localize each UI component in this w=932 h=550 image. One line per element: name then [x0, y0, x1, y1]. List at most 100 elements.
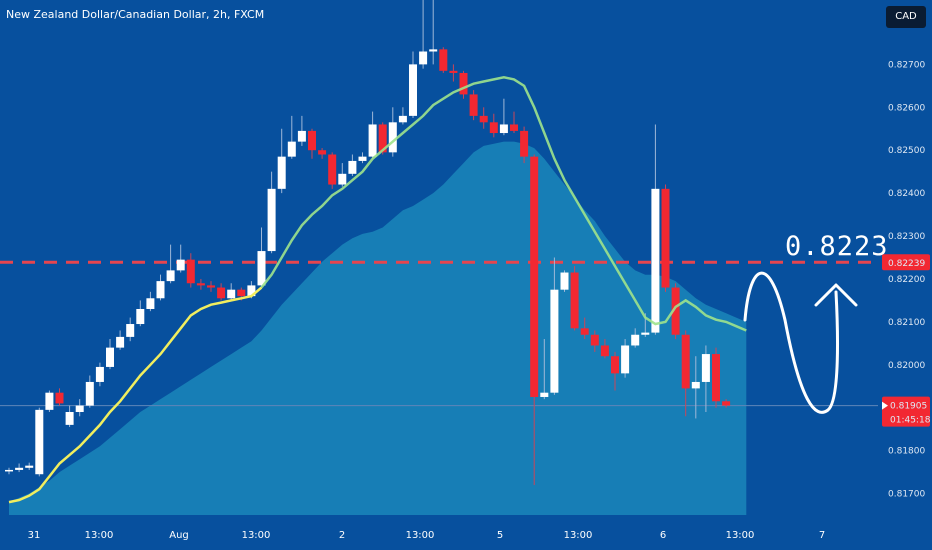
candle[interactable] [712, 347, 720, 408]
candle-body [641, 332, 650, 335]
candle[interactable] [570, 266, 579, 331]
candle[interactable] [661, 184, 670, 292]
candle[interactable] [25, 462, 34, 470]
candle[interactable] [176, 244, 185, 273]
candle[interactable] [95, 362, 104, 387]
candle-body [358, 156, 367, 161]
overlay-layer: 0.8223 [743, 231, 888, 414]
candle[interactable] [671, 283, 680, 340]
y-tick-label: 0.82700 [888, 60, 925, 70]
candle[interactable] [691, 356, 700, 419]
candle[interactable] [398, 107, 407, 125]
candle[interactable] [146, 291, 155, 312]
candle[interactable] [681, 330, 690, 417]
candle[interactable] [540, 339, 549, 400]
candle-body [65, 412, 74, 425]
candle-body [5, 469, 13, 472]
candle[interactable] [409, 51, 417, 119]
candle[interactable] [550, 257, 559, 395]
candle[interactable] [388, 107, 397, 157]
candle[interactable] [580, 317, 589, 340]
candle[interactable] [459, 70, 468, 99]
candle[interactable] [328, 152, 337, 189]
candle-body [308, 130, 316, 151]
candle[interactable] [489, 113, 498, 138]
candle[interactable] [348, 154, 357, 176]
x-axis[interactable]: 31 13:00 Aug 13:00 2 13:00 5 13:00 6 13:00 7 [28, 530, 826, 541]
candle[interactable] [45, 390, 54, 412]
candle[interactable] [55, 388, 64, 406]
candle-body [469, 94, 478, 116]
candle[interactable] [469, 90, 478, 121]
candle[interactable] [600, 339, 609, 359]
candle-body [156, 281, 165, 299]
candle[interactable] [85, 375, 94, 408]
candle-body [712, 354, 720, 402]
candle[interactable] [530, 154, 539, 485]
candle[interactable] [368, 111, 377, 159]
candle[interactable] [631, 328, 640, 348]
candle[interactable] [701, 345, 710, 412]
candle-body [257, 251, 266, 286]
candle-layer[interactable] [5, 0, 731, 485]
x-tick-label: 2 [339, 530, 345, 541]
candle[interactable] [479, 107, 488, 129]
candle[interactable] [510, 111, 518, 134]
candle[interactable] [520, 126, 529, 164]
candle-body [297, 130, 306, 142]
y-tick-label: 0.82600 [888, 103, 925, 113]
y-axis[interactable]: 0.82700 0.82600 0.82500 0.82400 0.82300 0.822… [882, 60, 931, 500]
candle-body [328, 154, 337, 185]
candle-body [378, 124, 387, 153]
candle[interactable] [257, 227, 266, 288]
candle[interactable] [116, 330, 125, 350]
x-tick-label: 13:00 [242, 530, 271, 541]
candle[interactable] [651, 124, 660, 335]
candle[interactable] [611, 351, 619, 391]
candle[interactable] [15, 463, 24, 473]
candle[interactable] [419, 0, 428, 69]
candle[interactable] [358, 152, 367, 164]
candle[interactable] [287, 115, 296, 159]
candle[interactable] [499, 98, 508, 136]
candle[interactable] [5, 467, 13, 475]
candle[interactable] [207, 281, 215, 292]
candle[interactable] [106, 339, 114, 370]
candle[interactable] [449, 64, 458, 82]
candle[interactable] [590, 330, 599, 352]
candle[interactable] [75, 399, 84, 417]
candle-body [106, 347, 114, 367]
candle-body [146, 298, 155, 309]
candle[interactable] [156, 274, 165, 301]
candle-body [439, 49, 448, 71]
candle[interactable] [35, 407, 44, 477]
candle[interactable] [722, 399, 731, 408]
currency-button[interactable]: CAD [886, 6, 926, 28]
candle-body [429, 49, 438, 52]
candle[interactable] [560, 270, 569, 292]
candle[interactable] [217, 283, 226, 301]
candle[interactable] [297, 115, 306, 146]
candle[interactable] [439, 47, 448, 73]
candle[interactable] [277, 128, 286, 194]
candle-body [227, 289, 236, 299]
candle[interactable] [166, 244, 175, 284]
candle[interactable] [267, 171, 276, 254]
candle[interactable] [227, 283, 236, 301]
candle[interactable] [126, 317, 135, 342]
candle[interactable] [338, 163, 347, 187]
candle[interactable] [621, 339, 630, 378]
candle[interactable] [196, 278, 205, 290]
candle[interactable] [65, 405, 74, 428]
candle[interactable] [429, 0, 438, 65]
candle-body [570, 272, 579, 329]
candle[interactable] [318, 148, 327, 159]
candle[interactable] [308, 128, 316, 159]
candle-body [126, 324, 135, 337]
y-tick-label: 0.81700 [888, 490, 925, 500]
candle[interactable] [186, 253, 195, 288]
candle-body [681, 334, 690, 389]
candle[interactable] [136, 300, 145, 327]
y-tick-label: 0.82100 [888, 318, 925, 328]
